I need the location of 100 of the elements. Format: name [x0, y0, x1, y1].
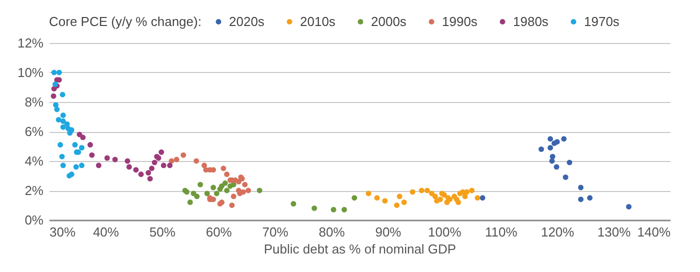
- point: [469, 188, 475, 194]
- point: [429, 190, 434, 196]
- point: [410, 189, 416, 195]
- x-tick-label: 110%: [484, 224, 518, 240]
- point: [562, 174, 568, 180]
- point: [80, 134, 86, 140]
- point: [54, 106, 60, 112]
- point: [138, 172, 144, 178]
- point: [149, 166, 154, 172]
- point: [548, 136, 554, 142]
- point: [219, 183, 224, 189]
- point: [418, 188, 424, 194]
- point: [561, 136, 567, 142]
- point: [60, 112, 66, 118]
- point: [59, 154, 65, 160]
- legend-label: 2020s: [229, 14, 265, 29]
- x-tick-label: 80%: [318, 224, 346, 240]
- point: [180, 152, 186, 158]
- point: [454, 196, 460, 202]
- point: [352, 195, 358, 201]
- point: [202, 162, 207, 168]
- y-tick-label: 0%: [24, 212, 44, 228]
- point: [401, 200, 407, 206]
- point: [50, 93, 56, 99]
- point: [56, 116, 62, 122]
- point: [330, 206, 336, 212]
- point: [51, 70, 57, 76]
- point: [73, 164, 79, 170]
- point: [394, 202, 400, 208]
- x-tick-label: 50%: [149, 224, 176, 240]
- point: [89, 152, 95, 158]
- point: [626, 204, 632, 210]
- point: [396, 194, 402, 200]
- point: [60, 162, 66, 168]
- x-tick-label: 90%: [375, 224, 402, 240]
- point: [194, 194, 200, 200]
- point: [112, 156, 118, 162]
- point: [147, 176, 153, 182]
- point: [220, 166, 226, 172]
- point: [424, 188, 430, 194]
- point: [53, 102, 59, 108]
- point: [229, 202, 235, 208]
- point: [587, 195, 593, 201]
- point: [548, 144, 554, 150]
- point: [374, 195, 380, 201]
- point: [554, 139, 560, 145]
- legend-label: 1990s: [442, 14, 478, 29]
- point: [554, 164, 560, 170]
- point: [462, 194, 468, 200]
- point: [56, 70, 62, 76]
- point: [256, 188, 262, 194]
- y-tick-label: 12%: [17, 36, 44, 50]
- point: [126, 164, 132, 170]
- point: [549, 158, 555, 164]
- legend-title: Core PCE (y/y % change):: [49, 14, 202, 29]
- point: [146, 170, 152, 176]
- point: [566, 160, 572, 166]
- x-axis-title: Public debt as % of nominal GDP: [264, 242, 456, 256]
- point: [152, 160, 158, 166]
- point: [432, 194, 438, 200]
- point: [290, 201, 296, 207]
- x-tick-label: 70%: [262, 224, 289, 240]
- x-tick-label: 60%: [206, 224, 232, 240]
- point: [480, 195, 486, 201]
- point: [214, 190, 220, 196]
- point: [382, 198, 388, 204]
- point: [224, 172, 230, 178]
- point: [224, 188, 230, 194]
- point: [194, 158, 200, 164]
- point: [210, 184, 216, 190]
- point: [72, 142, 78, 148]
- point: [79, 144, 84, 150]
- point: [160, 162, 166, 168]
- y-tick-label: 10%: [17, 65, 44, 80]
- point: [464, 189, 470, 195]
- point: [167, 162, 173, 168]
- point: [198, 182, 204, 188]
- legend-label: 2000s: [371, 14, 407, 29]
- point: [538, 146, 544, 152]
- y-tick-label: 6%: [24, 124, 44, 139]
- point: [87, 142, 93, 148]
- point: [578, 184, 584, 190]
- point: [133, 167, 139, 173]
- point: [230, 194, 236, 200]
- point: [60, 118, 66, 124]
- point: [79, 162, 84, 168]
- point: [437, 196, 443, 202]
- x-tick-label: 120%: [540, 224, 575, 240]
- point: [158, 149, 164, 155]
- x-tick-label: 100%: [428, 224, 462, 240]
- y-tick-label: 8%: [24, 94, 44, 110]
- point: [96, 162, 102, 168]
- point: [124, 158, 130, 164]
- point: [204, 190, 210, 196]
- x-tick-label: 40%: [92, 224, 120, 240]
- point: [58, 142, 64, 148]
- point: [242, 182, 248, 188]
- x-tick-label: 30%: [50, 224, 76, 240]
- point: [60, 92, 66, 98]
- point: [187, 200, 193, 206]
